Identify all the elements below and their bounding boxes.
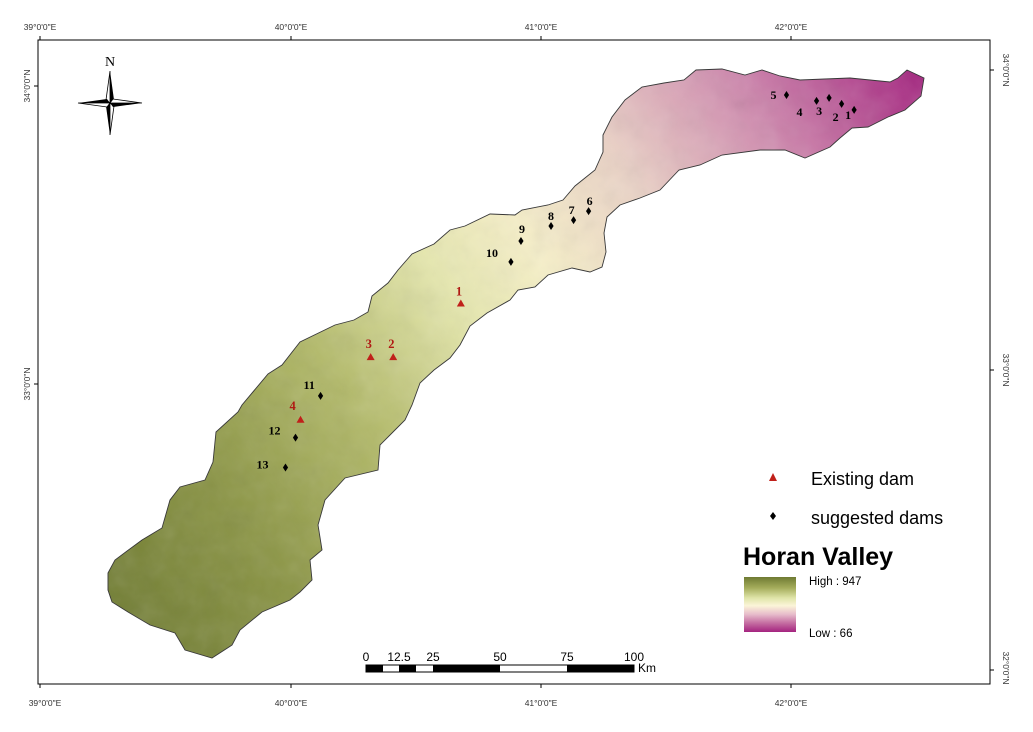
scale-tick-0: 0 — [363, 650, 370, 664]
existing-dam-marker — [296, 415, 305, 423]
coord-bottom-39e: 39°0'0"E — [29, 698, 62, 708]
scale-tick-25: 25 — [426, 650, 440, 664]
suggested-dam-label: 12 — [269, 424, 281, 438]
coord-right-33n: 33°0'0"N — [1001, 353, 1011, 386]
coord-bottom-41e: 41°0'0"E — [525, 698, 558, 708]
coord-right-32n: 32°0'0"N — [1001, 651, 1011, 684]
suggested-dam-marker — [585, 207, 592, 216]
coord-top-42e: 42°0'0"E — [775, 22, 808, 32]
suggested-dam-marker — [292, 433, 299, 442]
elevation-color-ramp — [744, 577, 796, 632]
existing-dam-label: 1 — [456, 285, 462, 299]
suggested-dam-marker — [508, 257, 514, 266]
suggested-dam-label: 9 — [519, 222, 525, 236]
north-arrow: N — [77, 55, 143, 136]
suggested-dam-label: 7 — [569, 203, 575, 217]
suggested-dam-label: 5 — [770, 88, 776, 102]
legend-suggested-dam-symbol — [770, 512, 776, 520]
existing-dams-layer: 1 2 3 4 — [290, 285, 465, 423]
scale-tick-75: 75 — [560, 650, 574, 664]
existing-dam-label: 4 — [290, 399, 297, 413]
suggested-dam-marker — [783, 90, 790, 99]
north-arrow-needle-right — [110, 71, 114, 103]
east-needle-bottom — [110, 103, 142, 107]
coord-top-39e: 39°0'0"E — [24, 22, 57, 32]
suggested-dam-label: 8 — [548, 209, 554, 223]
north-arrow-label: N — [105, 55, 115, 70]
scale-bar-segment-4 — [567, 665, 634, 672]
suggested-dam-marker — [570, 216, 577, 225]
legend-existing-dam-label: Existing dam — [811, 469, 914, 489]
south-needle-left — [106, 103, 110, 135]
existing-dam-marker — [389, 353, 398, 361]
coord-right-34n: 34°0'0"N — [1001, 53, 1011, 86]
coord-bottom-42e: 42°0'0"E — [775, 698, 808, 708]
suggested-dam-marker — [839, 99, 845, 108]
scale-tick-50: 50 — [493, 650, 507, 664]
suggested-dam-marker — [518, 236, 524, 245]
legend-title: Horan Valley — [743, 543, 893, 571]
coord-top-40e: 40°0'0"E — [275, 22, 308, 32]
scale-bar-segment-1 — [366, 665, 383, 672]
coordinate-labels-left: 34°0'0"N 33°0'0"N — [22, 69, 32, 400]
suggested-dam-label: 10 — [486, 246, 498, 260]
existing-dam-label: 2 — [388, 337, 394, 351]
legend-high-label: High : 947 — [809, 576, 861, 588]
suggested-dam-label: 6 — [587, 194, 593, 208]
west-needle-bottom — [77, 102, 111, 108]
coordinate-labels-top: 39°0'0"E 40°0'0"E 41°0'0"E 42°0'0"E — [24, 22, 808, 32]
suggested-dam-marker — [548, 222, 554, 231]
suggested-dam-marker — [851, 105, 857, 114]
scale-tick-100: 100 — [624, 650, 644, 664]
legend-low-label: Low : 66 — [809, 628, 852, 640]
suggested-dam-label: 13 — [256, 457, 268, 471]
scale-bar: 0 12.5 25 50 75 100 Km — [363, 650, 656, 675]
suggested-dam-label: 2 — [833, 110, 839, 124]
scale-bar-segment-3 — [433, 665, 500, 672]
coordinate-labels-bottom: 39°0'0"E 40°0'0"E 41°0'0"E 42°0'0"E — [29, 698, 808, 708]
suggested-dam-marker — [282, 463, 289, 472]
east-needle-top — [109, 98, 143, 104]
existing-dam-marker — [456, 299, 465, 307]
valley-terrain-texture — [108, 69, 924, 658]
existing-dam-marker — [366, 353, 375, 361]
suggested-dam-label: 3 — [816, 104, 822, 118]
coordinate-labels-right: 34°0'0"N 33°0'0"N 32°0'0"N — [1001, 53, 1011, 684]
coord-top-41e: 41°0'0"E — [525, 22, 558, 32]
legend-suggested-dam-label: suggested dams — [811, 508, 943, 528]
suggested-dam-marker — [826, 93, 832, 102]
legend: Existing dam suggested dams Horan Valley… — [743, 469, 943, 640]
suggested-dam-marker — [317, 391, 324, 400]
suggested-dam-label: 4 — [797, 105, 803, 119]
coord-left-33n: 33°0'0"N — [22, 367, 32, 400]
scale-unit: Km — [638, 661, 656, 675]
legend-existing-dam-symbol — [769, 473, 777, 481]
horan-valley-elevation — [107, 68, 925, 659]
scale-tick-12-5: 12.5 — [387, 650, 411, 664]
west-needle-top — [78, 99, 110, 103]
existing-dam-label: 3 — [366, 337, 372, 351]
graticule-ticks — [34, 36, 994, 688]
suggested-dam-label: 1 — [845, 108, 851, 122]
coord-bottom-40e: 40°0'0"E — [275, 698, 308, 708]
suggested-dam-label: 11 — [304, 378, 315, 392]
coord-left-34n: 34°0'0"N — [22, 69, 32, 102]
scale-bar-segment-2 — [399, 665, 416, 672]
suggested-dam-marker — [813, 96, 820, 105]
